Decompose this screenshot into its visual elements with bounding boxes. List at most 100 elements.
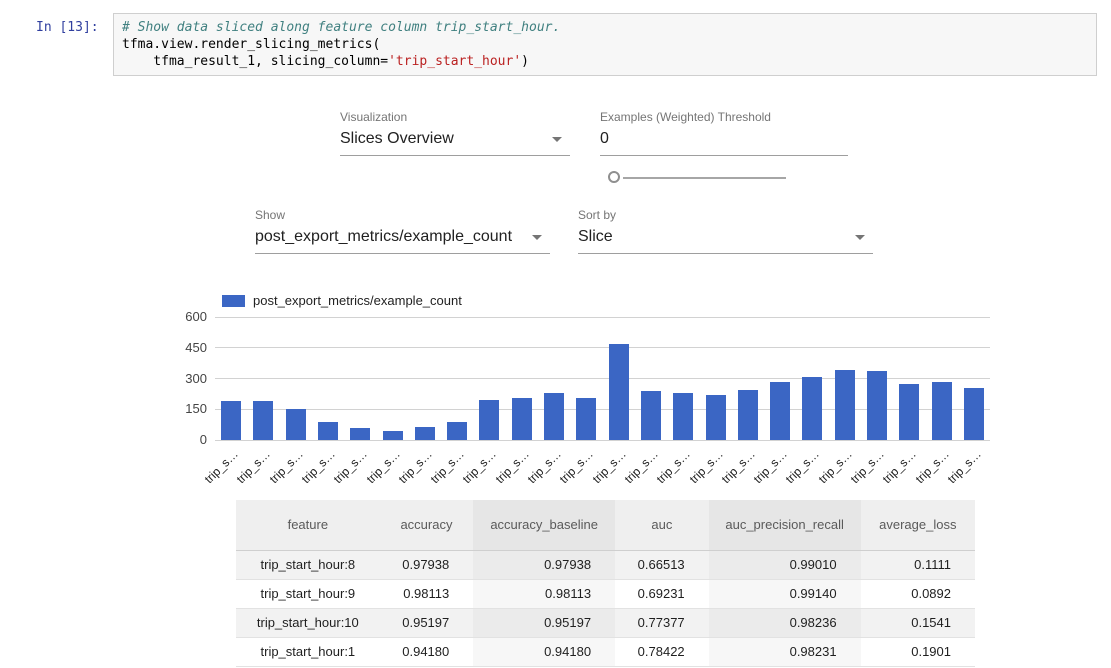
table-row[interactable]: trip_start_hour:8 0.97938 0.97938 0.66513 0.… (236, 550, 975, 580)
chart-bar[interactable] (770, 381, 791, 440)
gridline (215, 378, 990, 379)
chart-bar[interactable] (318, 422, 339, 440)
chart-bar[interactable] (802, 377, 823, 440)
slider-track[interactable] (623, 177, 786, 179)
metric-value-cell: 0.99140 (708, 579, 861, 609)
metric-value-cell: 0.1541 (860, 608, 975, 638)
metric-value-cell: 0.99010 (708, 550, 861, 580)
metrics-table-container: feature accuracy accuracy_baseline auc auc_p… (236, 500, 975, 668)
chevron-down-icon[interactable] (532, 235, 542, 240)
threshold-slider[interactable] (608, 170, 788, 186)
slider-knob[interactable] (608, 171, 620, 183)
table-header-row: feature accuracy accuracy_baseline auc auc_p… (236, 500, 975, 551)
chart-bar[interactable] (866, 370, 887, 440)
sort-by-value[interactable]: Slice (578, 227, 873, 254)
y-axis-tick-label: 450 (185, 339, 207, 355)
chart-bar[interactable] (253, 401, 274, 440)
bar-chart-plot-area (215, 316, 990, 441)
column-header[interactable]: accuracy (379, 500, 474, 551)
visualization-dropdown[interactable]: Visualization Slices Overview (340, 110, 570, 156)
feature-cell: trip_start_hour:10 (236, 608, 380, 638)
threshold-input[interactable]: 0 (600, 129, 848, 156)
gridline (215, 408, 990, 410)
legend-color-swatch (222, 294, 245, 307)
table-row[interactable]: trip_start_hour:10 0.95197 0.95197 0.77377 0… (236, 608, 975, 638)
metric-value-cell: 0.98236 (708, 608, 861, 638)
code-comment: # Show data sliced along feature column … (122, 20, 561, 35)
cell-prompt: In [13]: (36, 20, 99, 35)
metric-value-cell: 0.95197 (473, 608, 616, 638)
table-row[interactable]: trip_start_hour:1 0.94180 0.94180 0.78422 0.… (236, 637, 975, 667)
code-line: ) (521, 54, 529, 69)
legend-label: post_export_metrics/example_count (253, 293, 462, 308)
chart-bar[interactable] (673, 392, 694, 440)
threshold-label: Examples (Weighted) Threshold (600, 110, 771, 124)
metrics-table: feature accuracy accuracy_baseline auc auc_p… (236, 500, 975, 667)
feature-cell: trip_start_hour:1 (236, 637, 380, 667)
y-axis: 0 150 300 450 600 (150, 309, 207, 447)
metric-value-cell: 0.0892 (860, 579, 975, 609)
chart-bar[interactable] (737, 390, 758, 440)
code-string-literal: 'trip_start_hour' (388, 54, 522, 69)
chart-bar[interactable] (479, 400, 500, 440)
chevron-down-icon[interactable] (855, 235, 865, 240)
metric-value-cell: 0.98231 (708, 637, 861, 667)
metric-value-cell: 0.95197 (379, 608, 474, 638)
chart-bar[interactable] (511, 397, 532, 440)
metric-value-cell: 0.77377 (615, 608, 709, 638)
x-axis: trip_s… trip_s… trip_s… trip_s… trip_s… trip_… (202, 441, 990, 486)
metric-value-cell: 0.1901 (860, 637, 975, 667)
column-header[interactable]: accuracy_baseline (473, 500, 616, 551)
column-header[interactable]: feature (236, 500, 380, 551)
y-axis-tick-label: 600 (185, 309, 207, 324)
y-axis-tick-label: 150 (185, 401, 207, 417)
column-header[interactable]: auc (615, 500, 709, 551)
show-metric-dropdown[interactable]: Show post_export_metrics/example_count (255, 208, 550, 254)
metric-value-cell: 0.1111 (860, 550, 975, 580)
metric-value-cell: 0.66513 (615, 550, 709, 580)
metric-value-cell: 0.94180 (379, 637, 474, 667)
threshold-field[interactable]: Examples (Weighted) Threshold 0 (600, 110, 848, 156)
chart-bar[interactable] (447, 421, 468, 440)
chart-bar[interactable] (640, 391, 661, 440)
code-line: tfma_result_1, slicing_column= (122, 54, 389, 69)
chart-bar[interactable] (608, 344, 629, 440)
show-value[interactable]: post_export_metrics/example_count (255, 227, 550, 254)
chart-bar[interactable] (963, 388, 984, 440)
code-line: tfma.view.render_slicing_metrics( (122, 37, 381, 52)
metric-value-cell: 0.69231 (615, 579, 709, 609)
chart-bar[interactable] (931, 381, 952, 440)
chart-bar[interactable] (576, 397, 597, 440)
column-header[interactable]: average_loss (860, 500, 975, 551)
gridline (215, 316, 990, 318)
metric-value-cell: 0.98113 (473, 579, 616, 609)
show-label: Show (255, 208, 286, 222)
feature-cell: trip_start_hour:8 (236, 550, 380, 580)
metric-value-cell: 0.98113 (379, 579, 474, 609)
y-axis-tick-label: 0 (199, 432, 207, 447)
chart-bar[interactable] (285, 409, 306, 440)
column-header[interactable]: auc_precision_recall (708, 500, 861, 551)
y-axis-tick-label: 300 (185, 370, 207, 386)
chart-bar[interactable] (414, 426, 435, 440)
chart-bar[interactable] (834, 370, 855, 440)
code-editor[interactable]: # Show data sliced along feature column … (113, 13, 1097, 76)
metric-value-cell: 0.97938 (473, 550, 616, 580)
feature-cell: trip_start_hour:9 (236, 579, 380, 609)
chart-bar[interactable] (350, 428, 371, 440)
gridline (215, 439, 990, 441)
metric-value-cell: 0.97938 (379, 550, 474, 580)
sort-by-dropdown[interactable]: Sort by Slice (578, 208, 873, 254)
chart-bar[interactable] (221, 401, 242, 440)
chart-legend: post_export_metrics/example_count (222, 293, 462, 308)
chart-bar[interactable] (544, 393, 565, 440)
visualization-label: Visualization (340, 110, 408, 124)
chart-bar[interactable] (382, 430, 403, 440)
metric-value-cell: 0.94180 (473, 637, 616, 667)
metric-value-cell: 0.78422 (615, 637, 709, 667)
table-row[interactable]: trip_start_hour:9 0.98113 0.98113 0.69231 0.… (236, 579, 975, 609)
chart-bar[interactable] (899, 383, 920, 440)
visualization-value[interactable]: Slices Overview (340, 129, 570, 156)
chevron-down-icon[interactable] (552, 137, 562, 142)
chart-bar[interactable] (705, 395, 726, 440)
